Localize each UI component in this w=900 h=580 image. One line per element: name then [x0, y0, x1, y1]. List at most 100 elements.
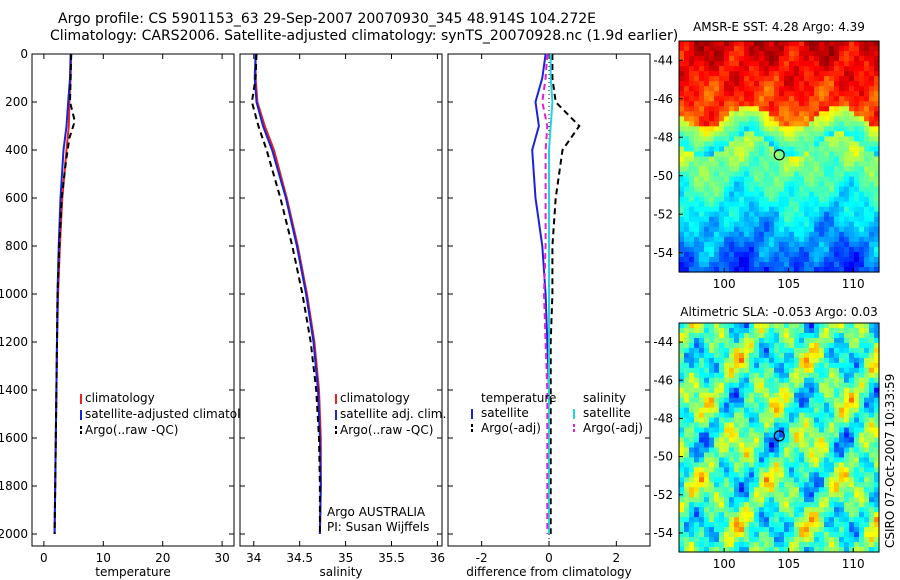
map-cell — [679, 497, 685, 503]
map-cell — [774, 387, 780, 394]
map-cell — [819, 121, 825, 127]
map-cell — [869, 422, 875, 429]
map-cell — [854, 101, 860, 107]
map-cell — [799, 191, 805, 198]
map-cell — [734, 517, 740, 523]
map-cell — [829, 452, 835, 459]
map-cell — [819, 146, 825, 153]
map-cell — [794, 342, 800, 349]
map-cell — [759, 472, 765, 478]
map-cell — [784, 231, 790, 238]
map-cell — [734, 472, 740, 478]
map-cell — [744, 357, 750, 364]
map-cell — [839, 482, 845, 488]
map-cell — [734, 96, 740, 102]
map-cell — [759, 176, 765, 183]
map-cell — [869, 196, 875, 203]
map-cell — [789, 347, 795, 354]
map-cell — [854, 402, 860, 409]
map-cell — [864, 447, 870, 454]
map-cell — [789, 231, 795, 238]
map-cell — [859, 166, 865, 173]
map-cell — [704, 106, 710, 112]
map-cell — [749, 517, 755, 523]
map-cell — [819, 432, 825, 439]
map-cell — [724, 527, 730, 533]
map-cell — [774, 141, 780, 148]
map-cell — [749, 462, 755, 468]
map-cell — [834, 407, 840, 414]
map-cell — [704, 547, 710, 553]
map-cell — [844, 437, 850, 444]
map-cell — [689, 196, 695, 203]
map-cell — [739, 522, 745, 528]
map-cell — [834, 432, 840, 439]
map-cell — [744, 372, 750, 379]
map-cell — [704, 126, 710, 132]
map-cell — [754, 156, 760, 163]
map-cell — [754, 447, 760, 454]
map-cell — [864, 532, 870, 538]
map-cell — [859, 537, 865, 543]
map-cell — [824, 342, 830, 349]
map-cell — [769, 41, 775, 47]
map-cell — [834, 327, 840, 334]
map-cell — [844, 221, 850, 228]
map-cell — [859, 236, 865, 243]
map-cell — [704, 156, 710, 163]
map-cell — [869, 191, 875, 198]
map-cell — [799, 71, 805, 77]
map-cell — [789, 91, 795, 97]
map-cell — [844, 347, 850, 354]
map-cell — [679, 357, 685, 364]
map-cell — [814, 201, 820, 208]
map-cell — [874, 537, 880, 543]
map-cell — [764, 442, 770, 449]
map-cell — [804, 176, 810, 183]
map-cell — [854, 512, 860, 518]
map-cell — [749, 101, 755, 107]
map-cell — [869, 472, 875, 478]
map-cell — [839, 191, 845, 198]
map-cell — [829, 377, 835, 384]
map-cell — [719, 532, 725, 538]
map-cell — [739, 422, 745, 429]
map-cell — [834, 323, 840, 329]
map-cell — [729, 141, 735, 148]
map-cell — [869, 497, 875, 503]
map-cell — [854, 517, 860, 523]
map-cell — [874, 417, 880, 424]
map-cell — [719, 357, 725, 364]
map-cell — [744, 542, 750, 548]
map-cell — [799, 151, 805, 158]
map-cell — [764, 96, 770, 102]
map-cell — [699, 467, 705, 473]
map-cell — [734, 126, 740, 132]
map-cell — [749, 467, 755, 473]
map-cell — [844, 241, 850, 248]
map-cell — [829, 547, 835, 553]
map-cell — [744, 166, 750, 173]
map-cell — [704, 412, 710, 419]
map-cell — [704, 216, 710, 223]
map-cell — [754, 91, 760, 97]
map-cell — [824, 206, 830, 213]
map-cell — [744, 111, 750, 117]
legend-label: Argo(-adj) — [481, 421, 541, 435]
map-cell — [709, 236, 715, 243]
map-cell — [714, 66, 720, 72]
map-cell — [829, 236, 835, 243]
map-cell — [804, 261, 810, 268]
map-cell — [689, 251, 695, 258]
map-cell — [754, 46, 760, 52]
map-cell — [709, 527, 715, 533]
map-cell — [809, 402, 815, 409]
map-cell — [719, 472, 725, 478]
map-cell — [754, 41, 760, 47]
map-cell — [854, 352, 860, 359]
map-cell — [789, 251, 795, 258]
map-cell — [784, 517, 790, 523]
map-cell — [704, 146, 710, 153]
map-cell — [754, 542, 760, 548]
map-cell — [809, 91, 815, 97]
